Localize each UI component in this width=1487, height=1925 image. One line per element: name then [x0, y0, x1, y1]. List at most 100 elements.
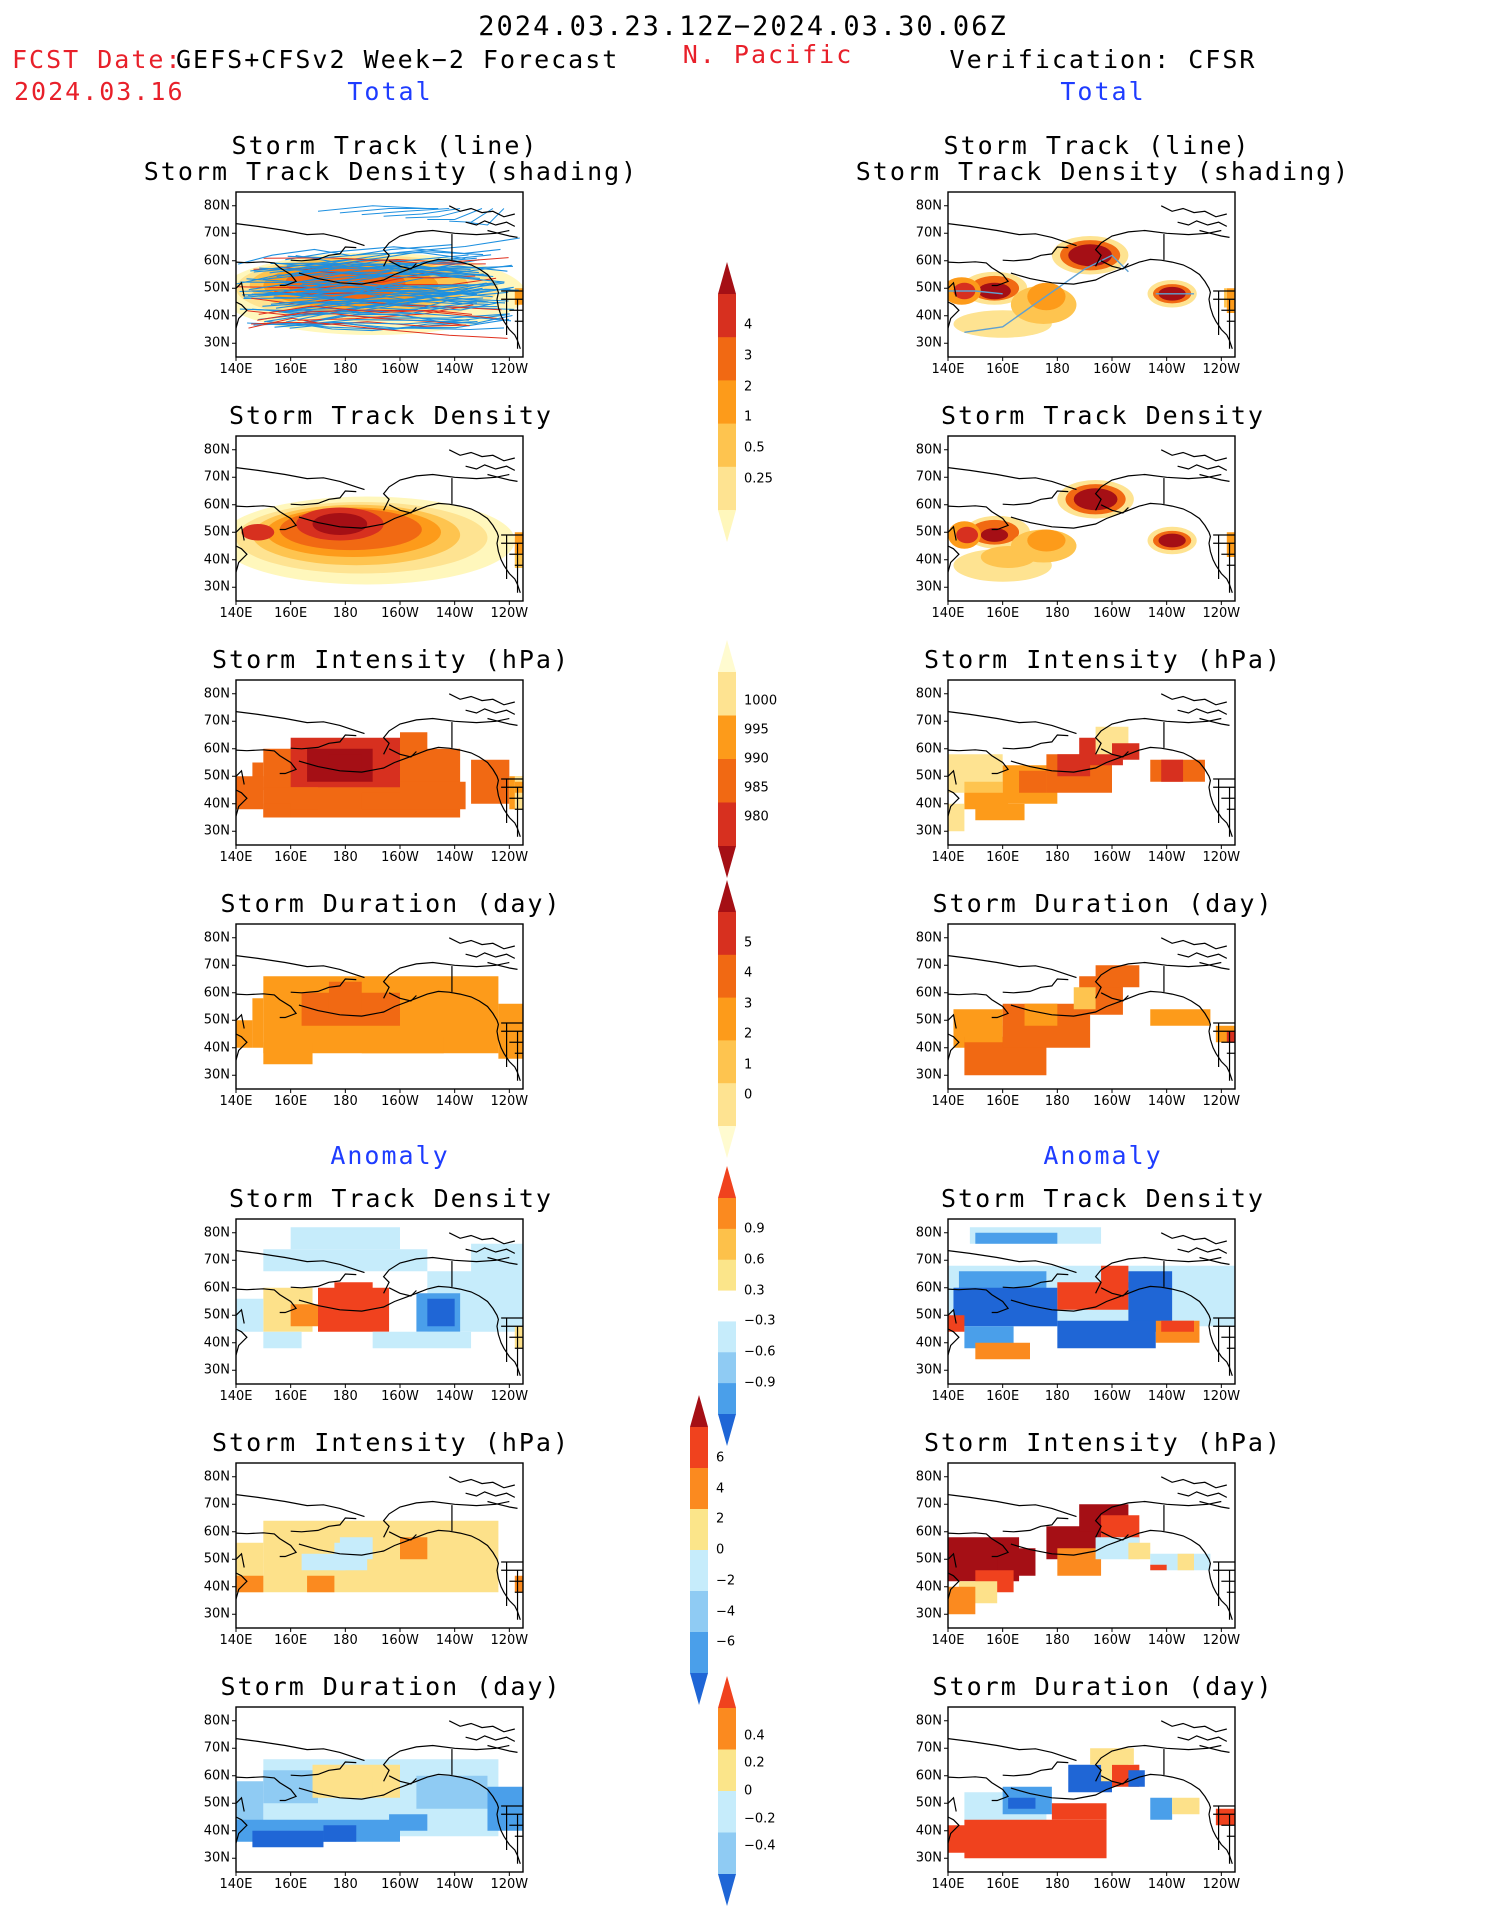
- colorbar-label: 980: [744, 809, 769, 825]
- y-tick-label: 80N: [203, 930, 230, 946]
- grid-cell: [948, 803, 965, 832]
- colorbar-segment: [718, 1708, 736, 1750]
- coastline: [948, 693, 1235, 837]
- grid-cell: [1057, 1320, 1156, 1349]
- x-tick-label: 180: [1044, 606, 1070, 621]
- y-tick-label: 30N: [915, 1362, 942, 1378]
- colorbar-svg: [718, 880, 736, 1158]
- colorbar-label: 990: [744, 751, 769, 767]
- y-tick-label: 70N: [203, 713, 230, 729]
- grid-cell: [975, 1342, 1030, 1360]
- y-tick-label: 30N: [915, 1850, 942, 1866]
- y-tick-label: 80N: [915, 1469, 942, 1485]
- x-tick-label: 160E: [986, 1633, 1020, 1648]
- x-tick-label: 140E: [219, 1094, 253, 1109]
- y-tick-label: 60N: [203, 253, 230, 269]
- map-panel: 80N 70N 60N 50N 40N 30N 140E 160E 180 160W 140W 120…: [916, 1218, 1240, 1403]
- y-tick-label: 70N: [915, 1252, 942, 1268]
- colorbar-label: 6: [716, 1450, 725, 1466]
- map-panel: 80N 70N 60N 50N 40N 30N 140E 160E 180 160W 140W 120…: [204, 923, 528, 1108]
- map-svg: [944, 1218, 1236, 1388]
- y-tick-label: 70N: [915, 1740, 942, 1756]
- colorbar-segment: [718, 802, 736, 847]
- x-tick-label: 180: [1044, 1389, 1070, 1404]
- colorbar-label: −4: [716, 1604, 736, 1619]
- y-tick-label: 50N: [915, 1012, 942, 1028]
- map-panel: 80N 70N 60N 50N 40N 30N 140E 160E 180 160W 140W 120…: [204, 435, 528, 620]
- grid-cell: [964, 1025, 1003, 1043]
- y-tick-label: 40N: [203, 1040, 230, 1056]
- colorbar-label: −2: [716, 1573, 736, 1589]
- map-frame: [235, 191, 524, 358]
- map-frame: [947, 1218, 1236, 1385]
- x-tick-label: 160W: [381, 1877, 419, 1892]
- shaded-area: [1027, 529, 1066, 552]
- map-frame: [947, 435, 1236, 602]
- colorbar-segment: [690, 1632, 708, 1674]
- colorbar-arrow-bottom: [690, 1673, 708, 1705]
- y-tick-label: 70N: [915, 469, 942, 485]
- shaded-area: [312, 513, 368, 535]
- colorbar-segment: [718, 1040, 736, 1084]
- y-tick-label: 30N: [203, 335, 230, 351]
- x-tick-label: 160W: [381, 606, 419, 621]
- region-label: N. Pacific: [682, 40, 854, 69]
- grid-cell: [290, 1227, 400, 1250]
- x-tick-label: 140E: [219, 1633, 253, 1648]
- x-tick-label: 160W: [1093, 606, 1131, 621]
- y-tick-label: 60N: [915, 497, 942, 513]
- map-svg: [232, 1462, 524, 1632]
- colorbar-segment: [718, 1383, 736, 1415]
- grid-cell: [416, 1775, 488, 1809]
- grid-cell: [301, 1553, 346, 1571]
- colorbar-label: 0: [744, 1783, 753, 1799]
- storm-track-line: [242, 282, 505, 296]
- colorbar-segment: [718, 1352, 736, 1384]
- grid-cell: [263, 803, 291, 818]
- y-tick-label: 60N: [203, 1524, 230, 1540]
- shaded-area: [1073, 488, 1118, 511]
- coastline: [948, 449, 1235, 593]
- y-tick-label: 80N: [915, 198, 942, 214]
- grid-cell: [1226, 532, 1235, 557]
- colorbar-arrow-bottom: [718, 1414, 736, 1446]
- x-tick-label: 160W: [381, 1094, 419, 1109]
- colorbar-arrow-top: [718, 1166, 736, 1198]
- y-tick-label: 40N: [203, 1823, 230, 1839]
- colorbar-label: 0: [716, 1542, 725, 1558]
- grid-cell: [514, 1575, 523, 1593]
- date-range-title: 2024.03.23.12Z−2024.03.30.06Z: [478, 11, 1008, 42]
- grid-cell: [372, 1331, 472, 1349]
- title-intensity-right: Storm Intensity (hPa): [923, 645, 1283, 674]
- grid-cell: [236, 1575, 264, 1593]
- storm-track-line: [383, 208, 461, 217]
- y-tick-label: 80N: [915, 686, 942, 702]
- y-tick-label: 60N: [203, 985, 230, 1001]
- x-tick-label: 180: [1044, 1094, 1070, 1109]
- grid-cell: [948, 1315, 965, 1332]
- x-tick-label: 180: [332, 606, 358, 621]
- map-frame: [947, 1462, 1236, 1629]
- x-tick-label: 120W: [1202, 1877, 1241, 1892]
- x-tick-label: 120W: [490, 850, 529, 865]
- colorbar-label: 0.6: [744, 1252, 765, 1268]
- x-tick-label: 140E: [931, 606, 965, 621]
- colorbar-label: 3: [744, 348, 753, 364]
- coastline: [236, 205, 523, 349]
- map-panel: 80N 70N 60N 50N 40N 30N 140E 160E 180 160W 140W 120…: [916, 435, 1240, 620]
- storm-track-line: [274, 257, 477, 270]
- grid-cell: [471, 759, 510, 804]
- grid-cell: [1128, 1542, 1151, 1560]
- map-svg: [232, 1706, 524, 1876]
- colorbar-label: 4: [716, 1481, 725, 1496]
- x-tick-label: 180: [332, 362, 358, 377]
- storm-track-line: [339, 208, 439, 214]
- x-tick-label: 160E: [986, 1877, 1020, 1892]
- x-tick-label: 140W: [435, 1094, 474, 1109]
- right-anomaly-label: Anomaly: [1043, 1141, 1163, 1170]
- y-tick-label: 40N: [915, 308, 942, 324]
- y-tick-label: 30N: [203, 1362, 230, 1378]
- x-tick-label: 140E: [931, 1877, 965, 1892]
- title-anom-duration-left: Storm Duration (day): [220, 1672, 562, 1701]
- x-tick-label: 140W: [1147, 1877, 1186, 1892]
